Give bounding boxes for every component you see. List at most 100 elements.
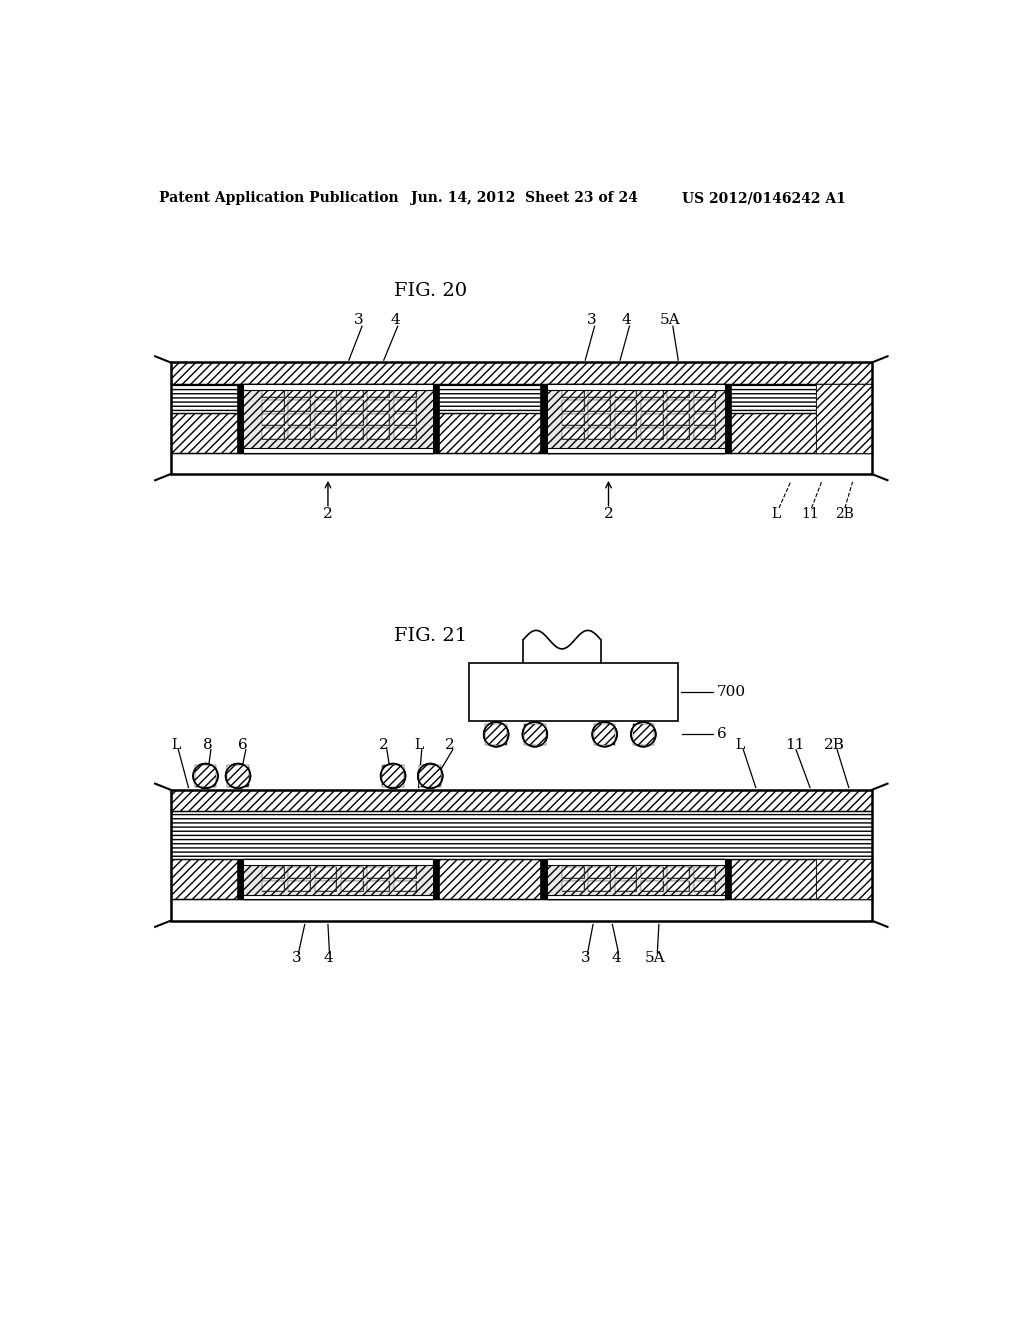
- Text: 3: 3: [354, 313, 364, 327]
- Bar: [693, 387, 716, 397]
- Text: 700: 700: [717, 685, 746, 698]
- Bar: [614, 880, 636, 891]
- Bar: [614, 414, 636, 425]
- Bar: [668, 400, 689, 411]
- Bar: [237, 859, 243, 899]
- Bar: [341, 880, 362, 891]
- Bar: [368, 867, 389, 878]
- Bar: [589, 880, 610, 891]
- Bar: [262, 428, 284, 438]
- Bar: [589, 400, 610, 411]
- Text: 2B: 2B: [836, 507, 854, 521]
- Bar: [562, 400, 584, 411]
- Text: 4: 4: [390, 313, 400, 327]
- Text: 11: 11: [784, 738, 804, 752]
- Bar: [562, 428, 584, 438]
- Bar: [614, 400, 636, 411]
- Bar: [541, 859, 547, 899]
- Bar: [547, 384, 725, 391]
- Bar: [289, 400, 310, 411]
- Text: L: L: [171, 738, 180, 752]
- Bar: [171, 789, 872, 812]
- Bar: [368, 867, 389, 878]
- Bar: [262, 867, 284, 878]
- Bar: [262, 414, 284, 425]
- Bar: [589, 387, 610, 397]
- Bar: [614, 428, 636, 438]
- Bar: [668, 880, 689, 891]
- Bar: [693, 414, 716, 425]
- Bar: [816, 384, 872, 453]
- Circle shape: [592, 722, 617, 747]
- Bar: [547, 384, 725, 453]
- Bar: [725, 859, 731, 899]
- Bar: [243, 384, 432, 453]
- Bar: [614, 880, 636, 891]
- Bar: [289, 428, 310, 438]
- Bar: [693, 880, 716, 891]
- Bar: [289, 880, 310, 891]
- Bar: [368, 880, 389, 891]
- Bar: [341, 414, 362, 425]
- Bar: [171, 453, 872, 474]
- Bar: [693, 867, 716, 878]
- Bar: [341, 387, 362, 397]
- Bar: [641, 867, 663, 878]
- Bar: [394, 428, 416, 438]
- Bar: [547, 384, 725, 453]
- Bar: [562, 880, 584, 891]
- Bar: [394, 414, 416, 425]
- Bar: [589, 867, 610, 878]
- Bar: [547, 859, 725, 899]
- Text: 6: 6: [238, 738, 248, 752]
- Text: 4: 4: [611, 950, 622, 965]
- Bar: [171, 363, 872, 384]
- Text: 3: 3: [292, 950, 302, 965]
- Bar: [341, 880, 362, 891]
- Bar: [243, 447, 432, 453]
- Text: L: L: [414, 738, 423, 752]
- Text: Patent Application Publication: Patent Application Publication: [160, 191, 399, 206]
- Bar: [668, 387, 689, 397]
- Circle shape: [418, 763, 442, 788]
- Text: 2: 2: [603, 507, 613, 521]
- Bar: [641, 428, 663, 438]
- Bar: [693, 400, 716, 411]
- Bar: [394, 400, 416, 411]
- Bar: [547, 859, 725, 899]
- Bar: [562, 387, 584, 397]
- Bar: [641, 400, 663, 411]
- Bar: [394, 400, 416, 411]
- Bar: [195, 766, 216, 787]
- Text: 5A: 5A: [645, 950, 666, 965]
- Text: 6: 6: [717, 727, 727, 742]
- Text: 2: 2: [324, 507, 333, 521]
- Bar: [368, 414, 389, 425]
- Bar: [262, 387, 284, 397]
- Bar: [262, 880, 284, 891]
- Bar: [341, 428, 362, 438]
- Bar: [171, 789, 872, 921]
- Bar: [693, 414, 716, 425]
- Text: US 2012/0146242 A1: US 2012/0146242 A1: [682, 191, 846, 206]
- Bar: [641, 400, 663, 411]
- Bar: [314, 880, 337, 891]
- Bar: [289, 880, 310, 891]
- Text: FIG. 21: FIG. 21: [393, 627, 467, 644]
- Bar: [589, 387, 610, 397]
- Bar: [614, 414, 636, 425]
- Bar: [594, 723, 615, 744]
- Bar: [341, 387, 362, 397]
- Bar: [368, 428, 389, 438]
- Bar: [547, 447, 725, 453]
- Bar: [816, 384, 872, 453]
- Bar: [668, 867, 689, 878]
- Bar: [368, 400, 389, 411]
- Bar: [262, 880, 284, 891]
- Bar: [314, 387, 337, 397]
- Bar: [589, 880, 610, 891]
- Bar: [394, 414, 416, 425]
- Bar: [289, 400, 310, 411]
- Bar: [614, 867, 636, 878]
- Bar: [394, 428, 416, 438]
